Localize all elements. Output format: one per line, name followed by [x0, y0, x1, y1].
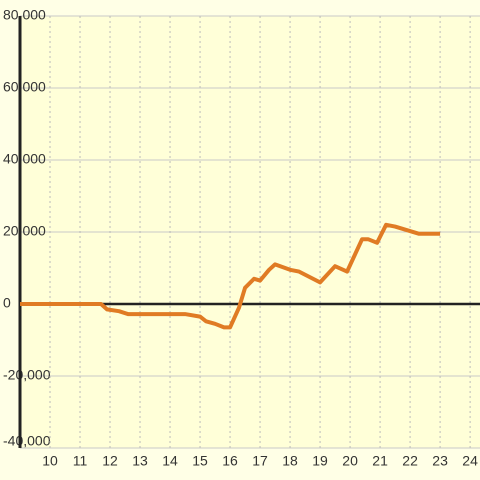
- y-tick-label: 60,000: [3, 79, 46, 95]
- x-tick-label: 24: [462, 453, 478, 469]
- x-tick-label: 21: [372, 453, 388, 469]
- x-tick-label: 22: [402, 453, 418, 469]
- x-tick-label: 19: [312, 453, 328, 469]
- y-tick-label: -40,000: [3, 433, 51, 449]
- x-tick-label: 13: [132, 453, 148, 469]
- x-tick-label: 15: [192, 453, 208, 469]
- x-tick-label: 23: [432, 453, 448, 469]
- x-tick-label: 10: [42, 453, 58, 469]
- x-tick-label: 17: [252, 453, 268, 469]
- y-tick-label: -20,000: [3, 367, 51, 383]
- y-tick-label: 80,000: [3, 7, 46, 23]
- x-tick-label: 14: [162, 453, 178, 469]
- x-tick-label: 18: [282, 453, 298, 469]
- x-tick-label: 12: [102, 453, 118, 469]
- x-tick-label: 16: [222, 453, 238, 469]
- y-tick-label: 40,000: [3, 151, 46, 167]
- x-tick-label: 20: [342, 453, 358, 469]
- y-tick-label: 0: [3, 295, 11, 311]
- x-tick-label: 11: [73, 453, 88, 469]
- y-tick-label: 20,000: [3, 223, 46, 239]
- data-line: [20, 222, 441, 330]
